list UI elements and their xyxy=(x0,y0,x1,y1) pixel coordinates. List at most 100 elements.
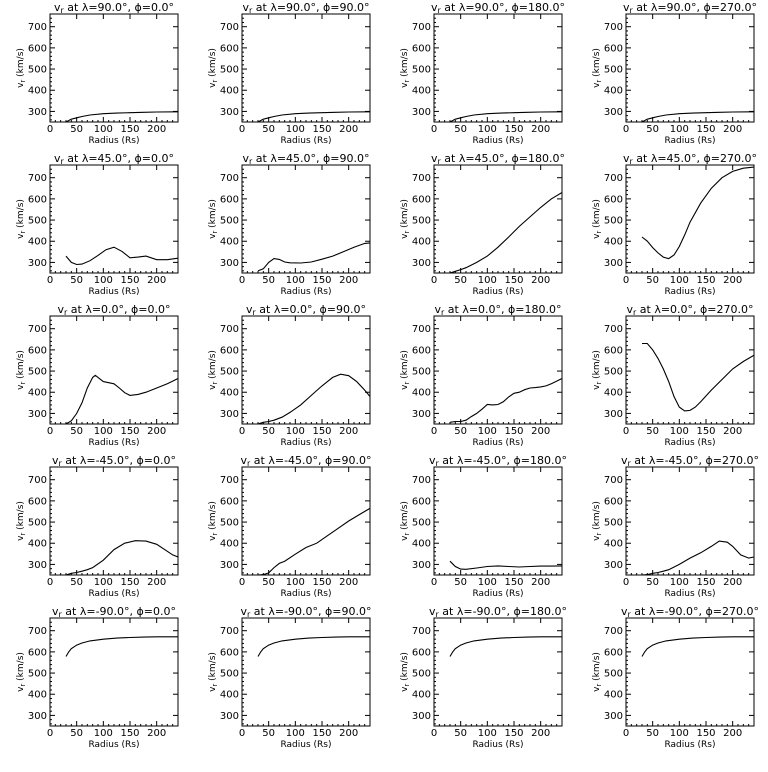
y-tick-label: 300 xyxy=(220,258,239,269)
x-tick-label: 150 xyxy=(312,275,331,286)
panel-title-rest: at λ=90.0°, ϕ=270.0° xyxy=(633,1,757,14)
x-tick-label: 50 xyxy=(454,728,467,739)
plot-frame xyxy=(433,466,563,576)
panel-title-rest: at λ=90.0°, ϕ=180.0° xyxy=(441,1,565,14)
y-tick-label: 700 xyxy=(220,324,239,335)
panel-title: vr at λ=90.0°, ϕ=180.0° xyxy=(431,1,565,15)
y-axis-label-v: v xyxy=(400,384,410,390)
panel-title-v: v xyxy=(240,605,247,618)
y-tick-label: 400 xyxy=(412,690,431,701)
y-tick-label: 700 xyxy=(28,173,47,184)
panel-title-v: v xyxy=(434,303,441,316)
y-axis-label-sub: r xyxy=(19,533,27,536)
panel-title: vr at λ=90.0°, ϕ=0.0° xyxy=(54,1,174,15)
x-tick-label: 200 xyxy=(531,124,550,135)
chart-panel-8: vr at λ=45.0°, ϕ=270.0°0 50 100 150 20030040… xyxy=(592,152,757,297)
panel-title: vr at λ=-45.0°, ϕ=180.0° xyxy=(429,454,567,468)
y-axis-label-rest: (km/s) xyxy=(208,199,218,231)
plot-frame xyxy=(625,164,755,274)
panel-title-rest: at λ=-45.0°, ϕ=0.0° xyxy=(62,454,176,467)
y-axis-label-rest: (km/s) xyxy=(16,652,26,684)
x-axis-label: Radius (Rs) xyxy=(88,740,139,750)
x-tick-label: 0 xyxy=(623,124,629,135)
x-tick-label: 100 xyxy=(670,275,689,286)
x-tick-label: 150 xyxy=(312,728,331,739)
x-tick-label: 50 xyxy=(454,426,467,437)
x-tick-label: 50 xyxy=(70,124,83,135)
y-tick-label: 500 xyxy=(28,669,47,680)
panel-title-v: v xyxy=(242,152,249,165)
y-tick-label: 700 xyxy=(220,475,239,486)
y-tick-label: 400 xyxy=(28,237,47,248)
y-tick-label: 600 xyxy=(604,496,623,507)
y-tick-label: 700 xyxy=(28,626,47,637)
x-tick-label: 100 xyxy=(94,124,113,135)
y-axis-label-v: v xyxy=(400,82,410,88)
series-line xyxy=(65,246,178,266)
x-tick-label: 100 xyxy=(286,124,305,135)
y-tick-label: 600 xyxy=(412,647,431,658)
panel-title-v: v xyxy=(623,152,630,165)
panel-title-rest: at λ=45.0°, ϕ=0.0° xyxy=(64,152,174,165)
y-axis-label-rest: (km/s) xyxy=(16,48,26,80)
y-axis-label-rest: (km/s) xyxy=(400,350,410,382)
x-tick-label: 100 xyxy=(670,124,689,135)
x-axis-label: Radius (Rs) xyxy=(88,287,139,297)
plot-frame xyxy=(433,315,563,425)
y-axis-label: vr (km/s) xyxy=(400,652,411,692)
y-axis-label: vr (km/s) xyxy=(208,48,219,88)
y-tick-label: 700 xyxy=(604,626,623,637)
panel-title-v: v xyxy=(54,152,61,165)
x-tick-label: 200 xyxy=(531,728,550,739)
y-axis-label-v: v xyxy=(592,535,602,541)
y-tick-label: 700 xyxy=(604,475,623,486)
series-line xyxy=(65,636,178,657)
panel-title: vr at λ=90.0°, ϕ=270.0° xyxy=(623,1,757,15)
series-line xyxy=(257,373,370,424)
y-tick-label: 300 xyxy=(220,560,239,571)
x-tick-label: 50 xyxy=(262,728,275,739)
y-axis-label-v: v xyxy=(592,82,602,88)
y-axis-label-sub: r xyxy=(19,684,27,687)
y-axis-label: vr (km/s) xyxy=(208,350,219,390)
y-tick-label: 500 xyxy=(412,65,431,76)
x-tick-label: 0 xyxy=(239,426,245,437)
y-axis-label: vr (km/s) xyxy=(400,350,411,390)
x-tick-label: 100 xyxy=(478,728,497,739)
panel-title-sub: r xyxy=(633,308,637,317)
y-tick-label: 500 xyxy=(604,65,623,76)
y-tick-label: 500 xyxy=(604,216,623,227)
series-line xyxy=(257,636,370,657)
plot-frame xyxy=(241,164,371,274)
x-tick-label: 50 xyxy=(70,728,83,739)
x-tick-label: 0 xyxy=(623,275,629,286)
y-tick-label: 300 xyxy=(28,711,47,722)
y-tick-label: 400 xyxy=(412,388,431,399)
x-axis-label: Radius (Rs) xyxy=(472,589,523,599)
x-tick-label: 100 xyxy=(286,426,305,437)
plot-frame xyxy=(49,13,179,123)
panel-title-v: v xyxy=(429,454,436,467)
y-tick-label: 600 xyxy=(28,496,47,507)
y-tick-label: 600 xyxy=(28,43,47,54)
panel-title: vr at λ=-90.0°, ϕ=90.0° xyxy=(240,605,371,619)
x-axis-label: Radius (Rs) xyxy=(472,438,523,448)
y-axis-label: vr (km/s) xyxy=(208,199,219,239)
y-tick-label: 400 xyxy=(28,539,47,550)
x-tick-label: 200 xyxy=(147,275,166,286)
panel-title: vr at λ=0.0°, ϕ=180.0° xyxy=(434,303,561,317)
x-tick-label: 50 xyxy=(646,728,659,739)
y-tick-label: 400 xyxy=(220,86,239,97)
panel-title-v: v xyxy=(431,1,438,14)
y-axis-label-v: v xyxy=(208,82,218,88)
x-axis-label: Radius (Rs) xyxy=(472,136,523,146)
panel-title-rest: at λ=-90.0°, ϕ=0.0° xyxy=(62,605,176,618)
x-axis-label: Radius (Rs) xyxy=(280,589,331,599)
plot-frame xyxy=(49,617,179,727)
y-tick-label: 500 xyxy=(412,216,431,227)
panel-title-rest: at λ=0.0°, ϕ=90.0° xyxy=(256,303,366,316)
panel-title-v: v xyxy=(54,1,61,14)
x-tick-label: 0 xyxy=(47,577,53,588)
y-tick-label: 700 xyxy=(604,324,623,335)
